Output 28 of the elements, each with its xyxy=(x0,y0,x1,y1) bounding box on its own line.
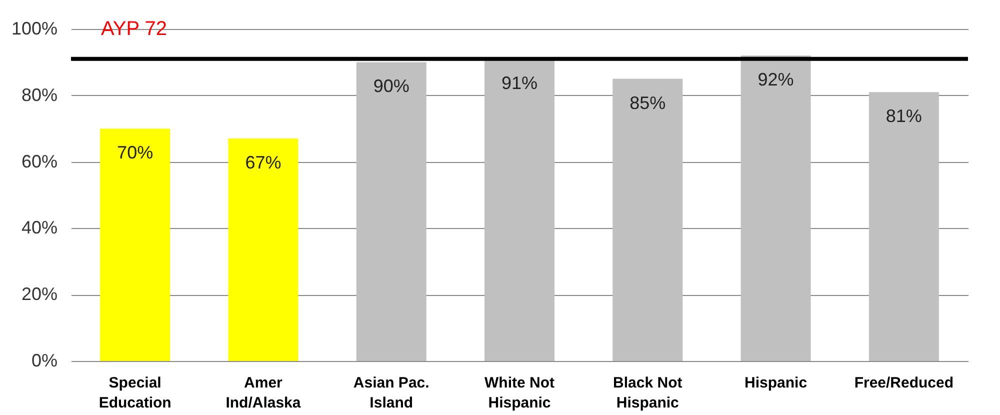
data-label: 92% xyxy=(758,70,794,90)
ref-line-label: AYP 72 xyxy=(101,18,167,40)
x-tick-label: Hispanic xyxy=(744,374,808,392)
y-tick-label: 80% xyxy=(21,84,58,105)
bar xyxy=(740,56,811,361)
data-label: 81% xyxy=(886,106,922,126)
data-label: 85% xyxy=(630,92,666,113)
bar xyxy=(612,78,683,361)
y-tick-label: 100% xyxy=(11,18,58,38)
y-tick-label: 20% xyxy=(21,284,58,304)
bar xyxy=(868,92,939,361)
bar xyxy=(356,62,426,361)
data-label: 67% xyxy=(245,152,282,173)
bar xyxy=(484,58,554,361)
x-tick-label: Amer Ind/Alaska xyxy=(226,374,302,412)
y-tick-label: 40% xyxy=(21,218,58,238)
x-tick-label: Black Not Hispanic xyxy=(613,374,682,412)
x-tick-label: White Not Hispanic xyxy=(484,374,554,412)
bar xyxy=(100,128,170,361)
y-tick-label: 60% xyxy=(21,151,58,172)
y-tick-label: 0% xyxy=(31,350,58,370)
data-label: 70% xyxy=(117,142,154,163)
x-tick-label: Asian Pac. Island xyxy=(353,374,430,412)
bar xyxy=(228,138,298,361)
data-label: 90% xyxy=(373,76,410,96)
data-label: 91% xyxy=(501,72,538,93)
x-tick-label: Free/Reduced xyxy=(854,374,954,392)
x-tick-label: Special Education xyxy=(98,374,172,412)
